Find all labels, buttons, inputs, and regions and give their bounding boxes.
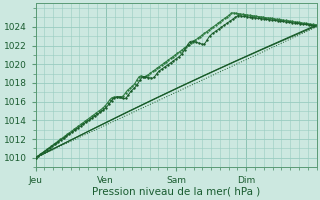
X-axis label: Pression niveau de la mer( hPa ): Pression niveau de la mer( hPa ) [92,187,260,197]
